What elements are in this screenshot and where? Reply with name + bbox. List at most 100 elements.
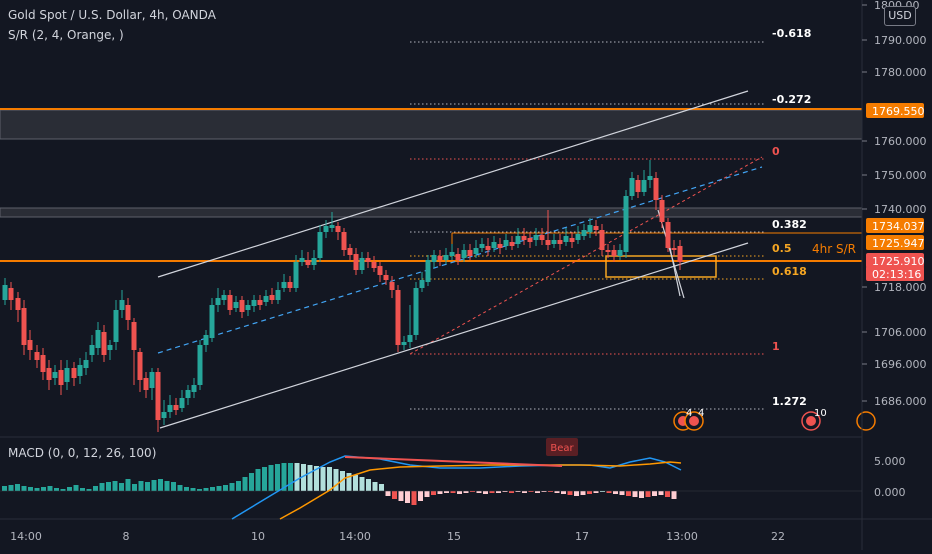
candle-body	[353, 254, 359, 270]
candle-body	[46, 368, 52, 380]
candle-body	[64, 368, 70, 382]
candlestick-series[interactable]	[2, 160, 683, 432]
candle-body	[15, 298, 21, 310]
candle-body	[167, 405, 173, 412]
price-axis-tick: 1686.000	[874, 395, 927, 408]
candle-body	[173, 405, 179, 410]
candle-body	[125, 305, 131, 320]
candle-body	[21, 308, 27, 345]
flag-icon[interactable]	[856, 411, 876, 431]
price-axis[interactable]: 1800.001790.0001780.0001760.0001750.0001…	[862, 0, 927, 408]
candle-body	[281, 282, 287, 288]
currency-button[interactable]: USD	[884, 6, 916, 26]
macd-line	[231, 455, 682, 520]
macd-bar	[418, 491, 423, 501]
candle-body	[155, 372, 161, 420]
time-axis-tick: 17	[575, 530, 589, 543]
candle-body	[329, 225, 335, 228]
symbol-title[interactable]: Gold Spot / U.S. Dollar, 4h, OANDA	[8, 8, 216, 22]
fib-level-label: 0	[772, 145, 780, 158]
price-axis-tick: 1760.000	[874, 135, 927, 148]
macd-bar	[340, 471, 345, 491]
candle-body	[209, 305, 215, 338]
candle-body	[113, 310, 119, 342]
macd-bar	[619, 491, 625, 495]
candle-body	[257, 300, 263, 305]
macd-bar	[392, 491, 397, 499]
macd-bar	[398, 491, 404, 501]
candle-body	[287, 282, 293, 288]
time-axis[interactable]: 14:00 8 10 14:00 15 17 13:00 22	[10, 530, 785, 543]
time-axis-tick: 8	[123, 530, 130, 543]
macd-bar	[372, 482, 378, 491]
macd-signal-line	[279, 461, 682, 520]
time-axis-tick: 14:00	[339, 530, 371, 543]
candle-body	[323, 226, 329, 232]
candle-body	[665, 222, 671, 248]
indicator-title[interactable]: S/R (2, 4, Orange, )	[8, 28, 124, 42]
price-badge-text: 1725.910	[872, 255, 925, 268]
channel-lower-line	[159, 242, 749, 429]
sr-zone-middle	[0, 207, 863, 218]
macd-bar	[249, 473, 254, 491]
macd-bar	[515, 491, 521, 492]
macd-bar	[93, 486, 98, 491]
macd-bar	[346, 473, 352, 491]
fib-level-label: 0.5	[772, 242, 792, 255]
fib-level-label: 1	[772, 340, 780, 353]
candle-body	[419, 280, 425, 288]
macd-bar	[281, 463, 287, 491]
macd-bar	[197, 489, 202, 491]
candle-body	[377, 266, 383, 275]
macd-bar	[483, 491, 488, 494]
candle-body	[95, 330, 101, 348]
bear-label: Bear	[550, 443, 574, 454]
macd-bar	[509, 491, 514, 493]
macd-bar	[86, 489, 92, 491]
bear-badge	[546, 438, 578, 456]
candle-body	[401, 342, 407, 345]
candle-body	[617, 250, 623, 256]
macd-bar	[327, 467, 332, 491]
event-markers[interactable]: 4 4 10	[673, 408, 876, 431]
price-badge-text: 1725.947	[872, 237, 925, 250]
macd-bar	[255, 469, 261, 491]
candle-body	[119, 300, 125, 310]
macd-bar	[229, 483, 235, 491]
candle-body	[197, 345, 203, 385]
candle-body	[455, 254, 461, 260]
candle-body	[395, 290, 401, 345]
macd-bar	[639, 491, 644, 498]
macd-bar	[151, 480, 157, 491]
price-badge-text: 1769.550	[872, 105, 925, 118]
macd-bar	[502, 491, 508, 492]
macd-axis-tick: 0.000	[874, 486, 906, 499]
macd-bar	[67, 487, 72, 491]
macd-bar	[171, 482, 176, 491]
candle-body	[335, 226, 341, 232]
price-axis-tick: 1706.000	[874, 326, 927, 339]
macd-bar	[645, 491, 651, 497]
candle-body	[305, 260, 311, 265]
macd-bar	[561, 491, 566, 494]
candle-body	[239, 300, 245, 312]
macd-bar	[528, 491, 534, 492]
candle-body	[473, 248, 479, 254]
macd-bar	[405, 491, 410, 503]
candle-body	[245, 305, 251, 310]
macd-bar	[580, 491, 586, 495]
candle-body	[599, 230, 605, 250]
macd-bar	[210, 487, 215, 491]
time-axis-tick: 14:00	[10, 530, 42, 543]
macd-bar	[522, 491, 527, 493]
candle-body	[533, 235, 539, 240]
candle-body	[569, 238, 575, 242]
candle-body	[359, 258, 365, 270]
candle-body	[575, 234, 581, 240]
candle-body	[203, 335, 209, 345]
macd-bar	[262, 467, 267, 491]
macd-axis-tick: 5.000	[874, 455, 906, 468]
macd-bar	[21, 486, 27, 491]
